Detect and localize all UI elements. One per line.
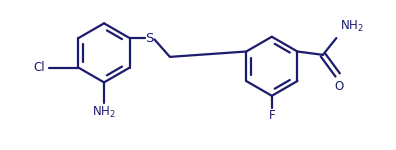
Text: Cl: Cl [33,61,45,74]
Text: O: O [334,80,344,93]
Text: F: F [268,109,275,122]
Text: NH$_2$: NH$_2$ [341,19,364,34]
Text: S: S [146,32,154,45]
Text: NH$_2$: NH$_2$ [92,105,116,120]
